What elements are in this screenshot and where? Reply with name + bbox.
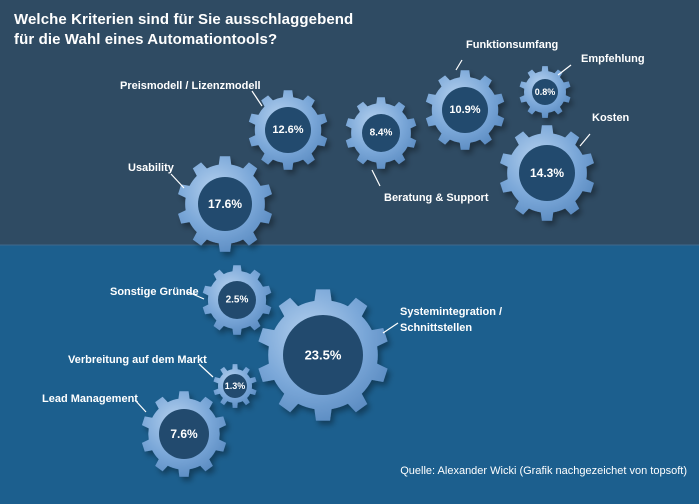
gear-kosten: 14.3% Kosten [500,112,630,221]
value-label-preismodell-lizenzmodell: 12.6% [272,124,303,136]
title-line-2: für die Wahl eines Automationtools? [14,31,278,48]
leader-line-preismodell-lizenzmodell [251,90,263,107]
category-label-funktionsumfang: Funktionsumfang [466,39,558,51]
gear-hub-verbreitung-auf-dem-markt [223,374,247,398]
value-label-usability: 17.6% [208,197,242,211]
leader-line-verbreitung-auf-dem-markt [198,363,214,378]
category-label-lead-management: Lead Management [42,393,138,405]
gear-funktionsumfang: 10.9% Funktionsumfang [425,39,558,150]
value-label-verbreitung-auf-dem-markt: 1.3% [225,381,246,391]
gear-lead-management: 7.6% Lead Management [42,391,227,477]
category-label-systemintegration-schnittstellen-line-1: Systemintegration / [400,306,502,318]
title-line-1: Welche Kriterien sind für Sie ausschlagg… [14,11,354,28]
leader-line-funktionsumfang [455,59,463,71]
gear-hub-lead-management [159,409,209,459]
gear-hub-kosten [519,145,575,201]
leader-line-beratung-and-support [371,169,381,187]
value-label-beratung-and-support: 8.4% [370,128,393,139]
category-label-kosten: Kosten [592,112,630,124]
gear-sonstige-gruende: 2.5% Sonstige Gründe [110,265,272,335]
leader-line-systemintegration-schnittstellen [382,322,399,334]
gear-hub-preismodell-lizenzmodell [265,107,311,153]
value-label-empfehlung: 0.8% [535,87,556,97]
gear-hub-empfehlung [532,79,558,105]
category-label-beratung-and-support: Beratung & Support [384,192,489,204]
source-note: Quelle: Alexander Wicki (Grafik nachgeze… [400,465,687,477]
category-label-preismodell-lizenzmodell: Preismodell / Lizenzmodell [120,80,261,92]
gear-hub-usability [198,177,252,231]
leader-line-lead-management [134,399,147,413]
leader-line-empfehlung [557,64,572,76]
chart-title: Welche Kriterien sind für Sie ausschlagg… [14,10,353,50]
gear-hub-systemintegration-schnittstellen [283,315,363,395]
value-label-sonstige-gruende: 2.5% [226,295,249,306]
value-label-systemintegration-schnittstellen: 23.5% [305,348,342,363]
leader-line-kosten [579,133,591,147]
gear-hub-beratung-and-support [362,114,400,152]
gear-verbreitung-auf-dem-markt: 1.3% Verbreitung auf dem Markt [68,354,257,408]
gear-hub-funktionsumfang [442,87,488,133]
category-label-systemintegration-schnittstellen-line-2: Schnittstellen [400,322,472,334]
value-label-funktionsumfang: 10.9% [449,104,480,116]
leader-line-sonstige-gruende [187,291,205,300]
category-label-empfehlung: Empfehlung [581,53,645,65]
category-label-usability: Usability [128,162,175,174]
category-label-sonstige-gruende: Sonstige Gründe [110,286,199,298]
leader-line-usability [170,173,185,189]
value-label-lead-management: 7.6% [170,427,198,441]
gear-beratung-and-support: 8.4% Beratung & Support [345,97,489,204]
value-label-kosten: 14.3% [530,166,564,180]
gear-systemintegration-schnittstellen: 23.5% Systemintegration / Schnittstellen [258,289,502,421]
category-label-verbreitung-auf-dem-markt: Verbreitung auf dem Markt [68,354,207,366]
gear-preismodell-lizenzmodell: 12.6% Preismodell / Lizenzmodell [120,80,328,170]
gear-empfehlung: 0.8% Empfehlung [519,53,645,118]
gear-hub-sonstige-gruende [218,281,256,319]
gear-usability: 17.6% Usability [128,156,272,252]
